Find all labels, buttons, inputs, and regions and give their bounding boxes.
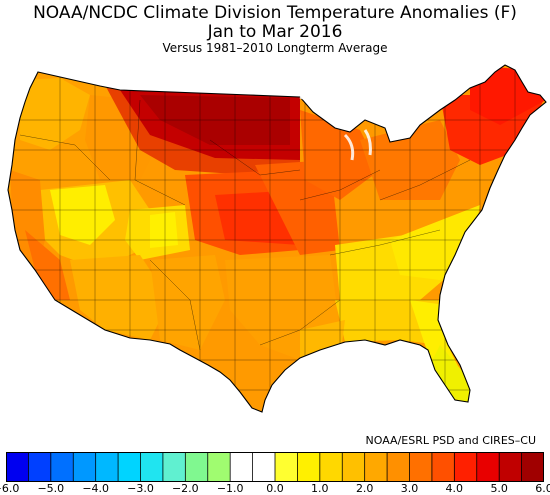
colorbar-tick-label: 2.0 (355, 482, 374, 495)
colorbar-tick-label: 1.0 (311, 482, 329, 495)
colorbar-tick-label: 6.0 (535, 482, 550, 495)
colorbar-swatch (95, 452, 119, 482)
colorbar-swatch (297, 452, 321, 482)
colorbar-swatch (162, 452, 186, 482)
colorbar-tick-label: −1.0 (216, 482, 244, 495)
colorbar-tick-label: −5.0 (37, 482, 65, 495)
colorbar-tick-label: −6.0 (0, 482, 20, 495)
colorbar-swatch (207, 452, 231, 482)
colorbar-tick-label: 4.0 (445, 482, 464, 495)
colorbar-tick-labels: −6.0 −5.0 −4.0 −3.0 −2.0 −1.0 0.0 1.0 2.0 3.0 4.0 5… (0, 482, 550, 495)
map-period: Jan to Mar 2016 (207, 22, 343, 42)
colorbar-tick-label: 5.0 (490, 482, 508, 495)
map-subtitle: Versus 1981–2010 Longterm Average (162, 41, 388, 55)
colorbar-swatch (499, 452, 522, 482)
colorbar-swatch (431, 452, 455, 482)
colorbar-swatch (118, 452, 141, 482)
colorbar-tick-label: 0.0 (266, 482, 284, 495)
colorbar-swatch (409, 452, 433, 482)
colorbar-swatch (476, 452, 500, 482)
colorbar-swatch (230, 452, 253, 482)
colorbar-swatch (364, 452, 388, 482)
colorbar-swatch (6, 452, 29, 482)
map-title: NOAA/NCDC Climate Division Temperature A… (33, 3, 517, 23)
colorbar-tick-label: −3.0 (127, 482, 154, 495)
colorbar-swatch (28, 452, 52, 482)
colorbar-swatch (342, 452, 365, 482)
colorbar-tick-label: 3.0 (400, 482, 419, 495)
colorbar-swatch (252, 452, 276, 482)
colorbar-swatch (50, 452, 74, 482)
colorbar-swatch (73, 452, 96, 482)
colorbar-swatch (454, 452, 478, 482)
colorbar (6, 452, 544, 482)
colorbar-swatch (185, 452, 209, 482)
colorbar-tick-label: −2.0 (171, 482, 199, 495)
colorbar-swatch (387, 452, 410, 482)
colorbar-swatch (140, 452, 164, 482)
colorbar-tick-label: −4.0 (82, 482, 110, 495)
colorbar-swatch (319, 452, 343, 482)
colorbar-swatch (275, 452, 298, 482)
colorbar-swatch (521, 452, 544, 482)
credit-text: NOAA/ESRL PSD and CIRES–CU (365, 434, 536, 447)
